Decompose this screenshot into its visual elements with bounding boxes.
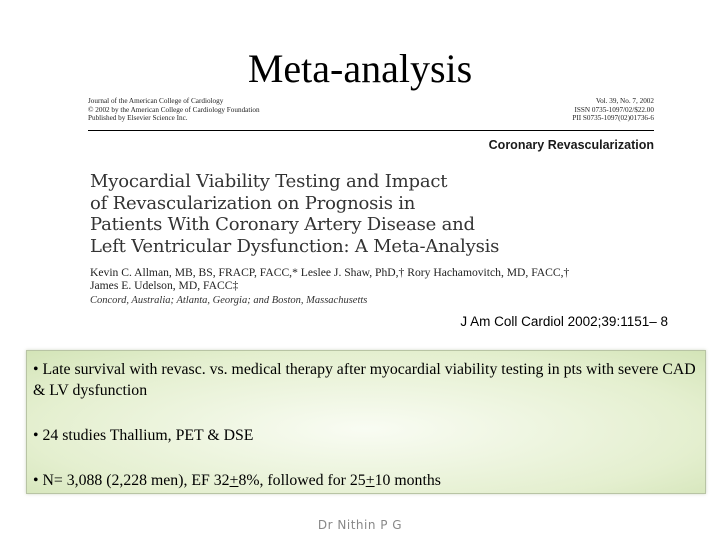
author-line: Kevin C. Allman, MB, BS, FRACP, FACC,* L…	[90, 266, 570, 279]
header-divider	[88, 130, 654, 131]
plus-minus-sign: +	[229, 472, 239, 489]
journal-info: Journal of the American College of Cardi…	[88, 97, 388, 123]
article-header-image: Journal of the American College of Cardi…	[84, 95, 660, 315]
journal-line: Journal of the American College of Cardi…	[88, 97, 224, 105]
paper-title: Myocardial Viability Testing and Impact …	[90, 171, 560, 257]
issue-line: PII S0735-1097(02)01736-6	[572, 114, 654, 123]
paper-title-line: Patients With Coronary Artery Disease an…	[90, 214, 475, 235]
bullet-survival: • Late survival with revasc. vs. medical…	[33, 361, 696, 399]
bullet-studies: • 24 studies Thallium, PET & DSE	[33, 427, 254, 444]
plus-minus-sign: +	[365, 472, 375, 489]
authors: Kevin C. Allman, MB, BS, FRACP, FACC,* L…	[90, 266, 650, 292]
bullet-population-text: • N= 3,088 (2,228 men), EF 32	[33, 472, 230, 489]
paper-title-line: Myocardial Viability Testing and Impact	[90, 171, 448, 192]
section-label: Coronary Revascularization	[488, 138, 654, 152]
footer-author: Dr Nithin P G	[317, 518, 403, 532]
bullet-population-text: 8%, followed for 25	[238, 472, 366, 489]
paper-title-line: of Revascularization on Prognosis in	[90, 192, 416, 214]
journal-line: Published by Elsevier Science Inc.	[88, 114, 188, 123]
journal-line: © 2002 by the American College of Cardio…	[88, 105, 260, 114]
bullet-population-text: 10 months	[374, 472, 441, 489]
paper-title-line: Left Ventricular Dysfunction: A Meta-Ana…	[90, 235, 500, 257]
citation-journal: J Am Coll Cardiol	[460, 314, 564, 329]
issue-line: Vol. 39, No. 7, 2002	[595, 97, 654, 105]
citation-details: 2002;39:1151– 8	[563, 314, 668, 329]
citation: J Am Coll Cardiol 2002;39:1151– 8	[460, 314, 668, 329]
issue-info: Vol. 39, No. 7, 2002 ISSN 0735-1097/02/$…	[484, 97, 654, 123]
issue-line: ISSN 0735-1097/02/$22.00	[574, 105, 654, 114]
summary-box: • Late survival with revasc. vs. medical…	[26, 350, 706, 494]
bullet-population: • N= 3,088 (2,228 men), EF 32+8%, follow…	[33, 470, 699, 491]
author-line: James E. Udelson, MD, FACC‡	[90, 279, 239, 292]
affiliation: Concord, Australia; Atlanta, Georgia; an…	[90, 295, 368, 306]
slide-title: Meta-analysis	[247, 46, 473, 91]
